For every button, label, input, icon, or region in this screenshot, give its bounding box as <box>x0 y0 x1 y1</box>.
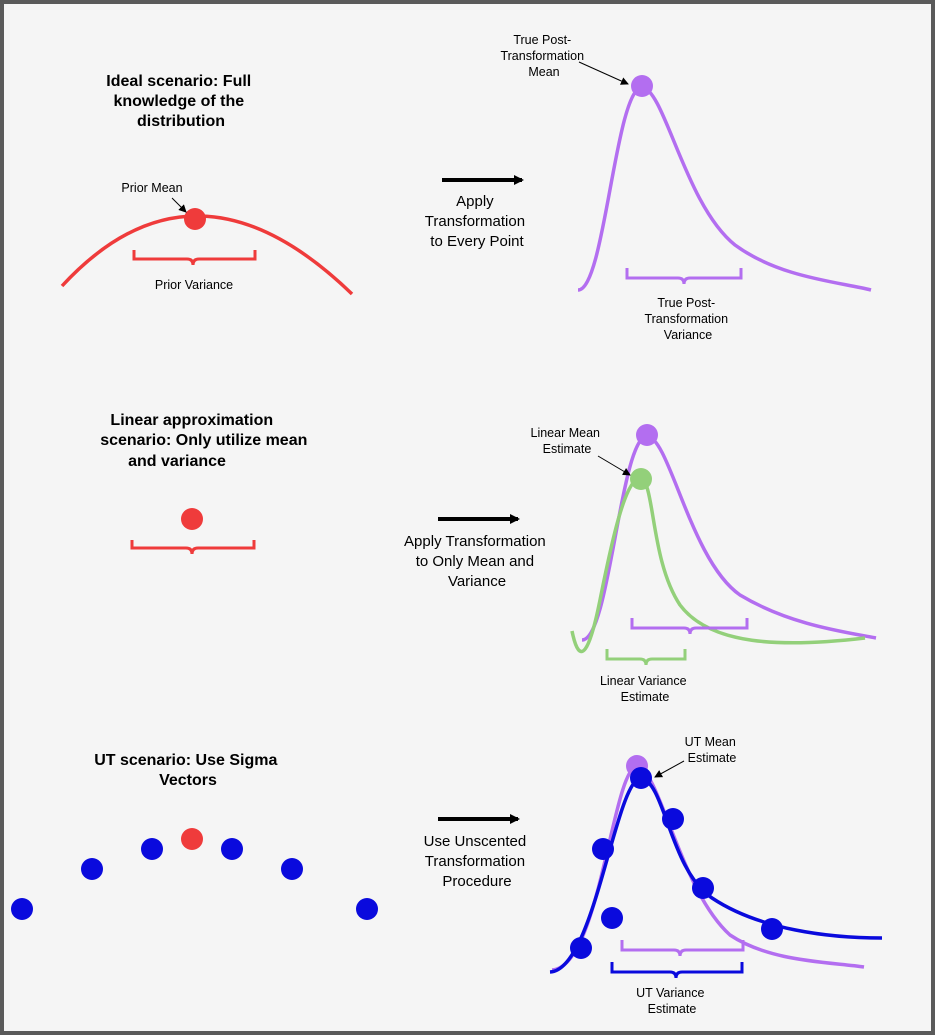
ut-mean-estimate-point <box>630 767 652 789</box>
ut-variance-estimate-label: UT Variance Estimate <box>636 986 708 1016</box>
ut-prior-mean-point <box>181 828 203 850</box>
prior-variance-label: Prior Variance <box>155 278 233 292</box>
true-mean-label: True Post- Transformation Mean <box>500 33 587 79</box>
ideal-title: Ideal scenario: Full knowledge of the di… <box>106 73 255 130</box>
sigma-point <box>356 898 378 920</box>
linear-mean-estimate-point <box>630 468 652 490</box>
sigma-point <box>281 858 303 880</box>
ut-mean-estimate-pointer <box>654 760 685 778</box>
transformed-sigma-point <box>761 918 783 940</box>
transformed-sigma-point <box>601 907 623 929</box>
transformed-sigma-point <box>592 838 614 860</box>
true-variance-label: True Post- Transformation Variance <box>644 296 731 342</box>
true-distribution-curve <box>577 85 872 292</box>
transformed-sigma-point <box>692 877 714 899</box>
ut-true-variance-brace <box>620 940 745 957</box>
linear-panel: Linear approximation scenario: Only util… <box>100 412 877 704</box>
true-variance-brace <box>625 268 743 285</box>
ut-title: UT scenario: Use Sigma Vectors <box>94 752 282 789</box>
prior-mean-label: Prior Mean <box>121 181 182 195</box>
linear-true-distribution-curve <box>581 434 877 642</box>
prior-mean-pointer <box>171 197 187 213</box>
ut-estimate-curve <box>549 776 883 974</box>
linear-mean-estimate-label: Linear Mean Estimate <box>531 426 604 456</box>
linear-prior-mean-point <box>181 508 203 530</box>
linear-mean-estimate-pointer <box>597 455 631 476</box>
ut-variance-estimate-brace <box>610 962 744 979</box>
sigma-point <box>221 838 243 860</box>
linear-arrow-label: Apply Transformation to Only Mean and Va… <box>404 533 550 590</box>
sigma-point <box>11 898 33 920</box>
ut-panel: UT scenario: Use Sigma Vectors Use Unsce… <box>11 735 883 1016</box>
linear-title: Linear approximation scenario: Only util… <box>100 412 312 470</box>
sigma-point <box>81 858 103 880</box>
linear-variance-estimate-label: Linear Variance Estimate <box>600 674 690 704</box>
linear-variance-estimate-brace <box>605 649 687 666</box>
ideal-arrow-label: Apply Transformation to Every Point <box>425 193 529 250</box>
linear-true-variance-brace <box>630 618 749 635</box>
transformed-sigma-point <box>570 937 592 959</box>
linear-prior-variance-brace <box>130 540 256 555</box>
prior-mean-point <box>184 208 206 230</box>
prior-variance-brace <box>132 250 257 266</box>
true-mean-pointer <box>578 61 629 85</box>
transformed-sigma-point <box>662 808 684 830</box>
ut-arrow-label: Use Unscented Transformation Procedure <box>424 833 531 890</box>
ut-mean-estimate-label: UT Mean Estimate <box>685 735 740 765</box>
sigma-point <box>141 838 163 860</box>
ideal-panel: Ideal scenario: Full knowledge of the di… <box>60 33 872 342</box>
true-mean-point <box>631 75 653 97</box>
linear-true-mean-point <box>636 424 658 446</box>
